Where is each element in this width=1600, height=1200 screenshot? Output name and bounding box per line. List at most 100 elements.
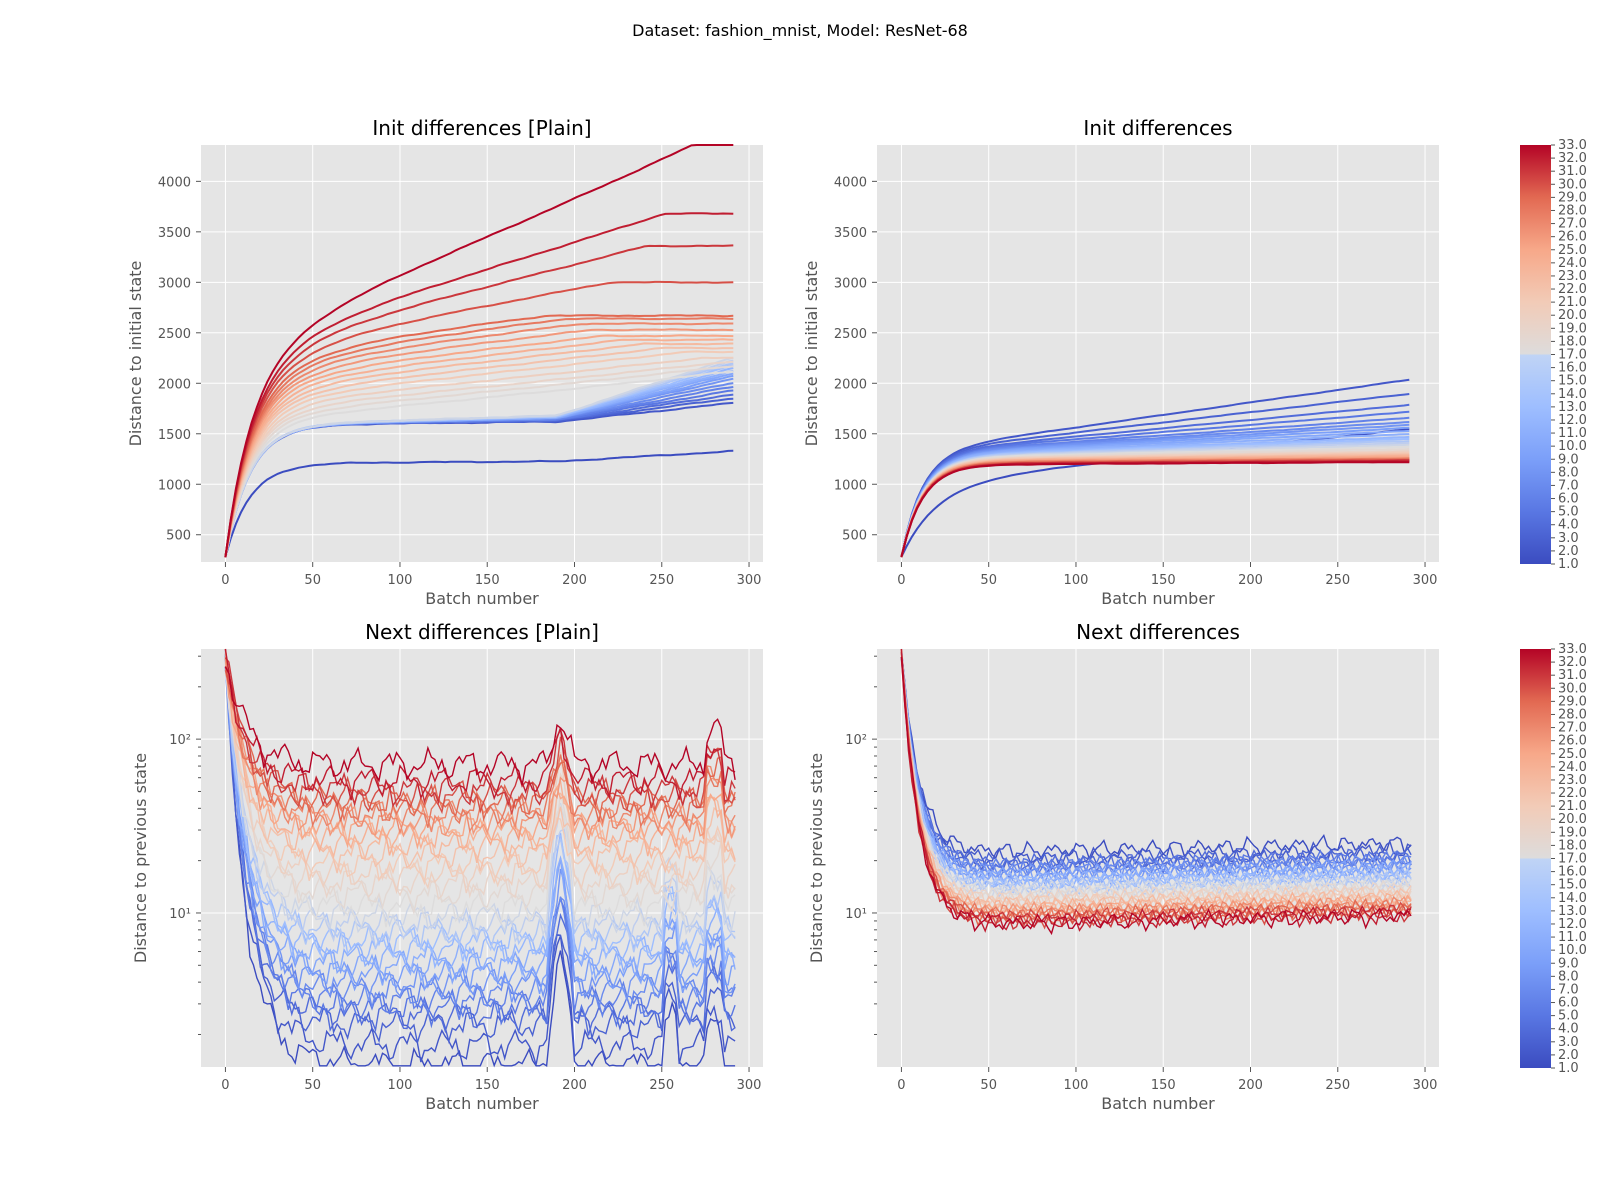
colorbar-tick-label: 18.0: [1558, 334, 1587, 349]
colorbar-tick-label: 28.0: [1558, 203, 1587, 218]
series-line-33: [224, 144, 734, 558]
x-tick-label: 150: [475, 1078, 500, 1093]
y-axis-label: Distance to initial state: [802, 261, 821, 447]
colorbar-tick-label: 10.0: [1558, 943, 1587, 958]
series-line-28: [900, 648, 1412, 926]
colorbar-tick-label: 17.0: [1558, 852, 1587, 867]
panel-4: 0 50 100 150 200 250 300 10¹ 10² Next differences…: [807, 620, 1439, 1113]
figure-title: Dataset: fashion_mnist, Model: ResNet-68: [632, 21, 968, 41]
x-tick-label: 50: [304, 573, 321, 588]
series-line-1: [224, 449, 734, 558]
series-line-26: [224, 328, 734, 558]
colorbar-tick-label: 2.0: [1558, 544, 1579, 559]
colorbar-tick-label: 11.0: [1558, 426, 1587, 441]
colorbar-tick-label: 13.0: [1558, 400, 1587, 415]
colorbar-tick-label: 8.0: [1558, 969, 1579, 984]
series-line-12: [224, 654, 736, 970]
series-line-17: [224, 651, 736, 928]
y-tick-label: 10²: [845, 733, 867, 748]
colorbar-tick-label: 1.0: [1558, 1061, 1579, 1076]
colorbar-tick-label: 3.0: [1558, 531, 1579, 546]
series-line-31: [224, 244, 734, 558]
panel-1: 0 50 100 150 200 250 300 500 1000 1500 2000 2500 300…: [126, 116, 763, 608]
colorbar-tick-label: 33.0: [1558, 642, 1587, 657]
series-line-33: [900, 461, 1410, 558]
x-tick-label: 300: [1413, 1078, 1438, 1093]
series-line-28: [224, 317, 734, 557]
colorbar-tick-label: 22.0: [1558, 282, 1587, 297]
y-tick-label: 4000: [834, 175, 867, 190]
x-tick-label: 300: [737, 1078, 762, 1093]
panel-title: Next differences: [1076, 620, 1240, 644]
colorbar-tick-label: 12.0: [1558, 917, 1587, 932]
series-line-24: [224, 338, 734, 557]
plot-area: [877, 145, 1439, 562]
series-line-4: [900, 652, 1412, 874]
x-tick-label: 250: [1325, 573, 1350, 588]
x-tick-label: 100: [1064, 573, 1089, 588]
series-line-2: [900, 378, 1410, 557]
colorbar-tick-label: 1.0: [1558, 557, 1579, 572]
colorbar-tick-label: 31.0: [1558, 668, 1587, 683]
colorbar-tick-label: 17.0: [1558, 348, 1587, 363]
colorbar-tick-label: 2.0: [1558, 1048, 1579, 1063]
series-line-14: [224, 649, 736, 953]
colorbar-tick-label: 30.0: [1558, 681, 1587, 696]
x-tick-label: 200: [562, 573, 587, 588]
x-tick-label: 300: [737, 573, 762, 588]
x-tick-label: 150: [1151, 573, 1176, 588]
colorbar-tick-label: 27.0: [1558, 721, 1587, 736]
series-line-10: [224, 655, 736, 986]
colorbar-tick-label: 8.0: [1558, 465, 1579, 480]
y-tick-label: 2000: [158, 377, 191, 392]
y-axis-label: Distance to initial state: [126, 261, 145, 447]
colorbar-tick-label: 25.0: [1558, 243, 1587, 258]
colorbar-tick-label: 5.0: [1558, 1009, 1579, 1024]
colorbar-tick-label: 19.0: [1558, 321, 1587, 336]
colorbar-tick-label: 14.0: [1558, 891, 1587, 906]
series-line-23: [224, 342, 734, 558]
colorbar-tick-label: 31.0: [1558, 164, 1587, 179]
y-tick-label: 1000: [834, 478, 867, 493]
colorbar-tick-label: 20.0: [1558, 308, 1587, 323]
series-line-12: [900, 650, 1412, 893]
series-line-29: [224, 314, 734, 558]
x-tick-label: 0: [897, 573, 905, 588]
colorbar-tick-label: 14.0: [1558, 387, 1587, 402]
series-line-27: [224, 656, 736, 836]
colorbar-tick-label: 21.0: [1558, 799, 1587, 814]
y-tick-label: 10²: [169, 733, 191, 748]
y-tick-label: 10¹: [845, 907, 867, 922]
series-line-26: [900, 652, 1412, 922]
series-line-4: [900, 403, 1410, 558]
x-tick-label: 100: [1064, 1078, 1089, 1093]
series-line-8: [900, 656, 1412, 885]
colorbar-gradient: [1520, 649, 1551, 1068]
y-tick-label: 1000: [158, 478, 191, 493]
colorbar-tick-label: 9.0: [1558, 452, 1579, 467]
x-tick-label: 0: [897, 1078, 905, 1093]
colorbar-tick-label: 19.0: [1558, 825, 1587, 840]
y-tick-label: 1500: [158, 428, 191, 443]
x-axis-label: Batch number: [425, 1094, 539, 1113]
colorbar-1: 1.02.03.04.05.06.07.08.09.010.011.012.01…: [1520, 138, 1587, 572]
colorbar-tick-label: 32.0: [1558, 655, 1587, 670]
colorbar-tick-label: 26.0: [1558, 734, 1587, 749]
colorbar-tick-label: 24.0: [1558, 256, 1587, 271]
y-tick-label: 2500: [834, 327, 867, 342]
x-tick-label: 0: [221, 1078, 229, 1093]
panel-title: Init differences [Plain]: [372, 116, 591, 140]
x-axis-label: Batch number: [425, 589, 539, 608]
colorbar-gradient: [1520, 145, 1551, 564]
colorbar-tick-label: 10.0: [1558, 439, 1587, 454]
colorbar-tick-label: 9.0: [1558, 956, 1579, 971]
colorbar-tick-label: 6.0: [1558, 492, 1579, 507]
colorbar-tick-label: 22.0: [1558, 786, 1587, 801]
series-line-6: [224, 648, 736, 1020]
series-line-25: [224, 334, 734, 558]
series-line-19: [900, 660, 1412, 909]
series-line-1: [224, 656, 736, 1068]
series-line-20: [224, 356, 734, 557]
y-tick-label: 1500: [834, 428, 867, 443]
colorbar-tick-label: 3.0: [1558, 1035, 1579, 1050]
